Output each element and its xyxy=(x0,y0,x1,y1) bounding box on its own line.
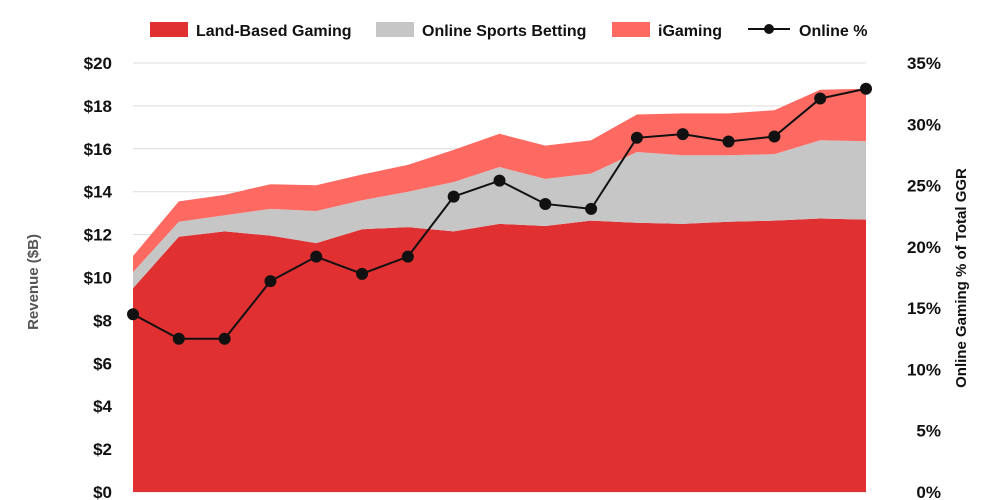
y-tick-label: $10 xyxy=(84,269,112,288)
y-tick-label: $8 xyxy=(93,311,112,330)
left-axis-ticks: $0 $2 $4 $6 $8 $10 $12 $14 $16 $18 $20 xyxy=(84,54,113,500)
y2-tick-label: 30% xyxy=(907,115,941,134)
y-tick-label: $4 xyxy=(93,397,112,416)
y-tick-label: $14 xyxy=(84,183,113,202)
y-tick-label: $20 xyxy=(84,54,112,73)
y-tick-label: $0 xyxy=(93,483,112,500)
y-tick-label: $2 xyxy=(93,440,112,459)
online-pct-point xyxy=(585,202,598,215)
legend-label-online-sports: Online Sports Betting xyxy=(422,23,586,40)
online-pct-point xyxy=(172,332,185,345)
online-pct-point xyxy=(127,308,139,321)
online-pct-point xyxy=(860,82,872,95)
y-axis-title: Revenue ($B) xyxy=(25,234,42,330)
online-pct-point xyxy=(310,250,323,263)
online-pct-point xyxy=(356,267,369,280)
online-pct-point xyxy=(264,275,277,288)
y2-tick-label: 5% xyxy=(916,422,941,441)
area-online-sports-betting xyxy=(133,140,866,289)
y2-tick-label: 0% xyxy=(916,483,941,500)
legend-marker-online-pct xyxy=(764,24,774,34)
legend-label-online-pct: Online % xyxy=(799,23,867,40)
legend-label-igaming: iGaming xyxy=(658,23,722,40)
online-pct-point xyxy=(401,250,414,263)
online-pct-line xyxy=(127,82,872,345)
online-pct-point xyxy=(768,130,781,143)
online-pct-point xyxy=(630,131,643,144)
y-tick-label: $6 xyxy=(93,354,112,373)
legend-swatch-igaming xyxy=(612,22,650,37)
online-pct-point xyxy=(676,128,689,141)
y2-tick-label: 20% xyxy=(907,238,941,257)
y2-tick-label: 10% xyxy=(907,360,941,379)
legend-swatch-land-based xyxy=(150,22,188,37)
online-pct-point xyxy=(539,197,552,210)
y2-tick-label: 15% xyxy=(907,299,941,318)
online-pct-point xyxy=(814,92,827,105)
legend-swatch-online-sports xyxy=(376,22,414,37)
online-pct-point xyxy=(218,332,231,345)
area-land-based-gaming xyxy=(133,218,866,492)
online-pct-point xyxy=(493,174,506,187)
right-axis-ticks: 0% 5% 10% 15% 20% 25% 30% 35% xyxy=(907,54,941,500)
legend-label-land-based: Land-Based Gaming xyxy=(196,23,352,40)
y-tick-label: $16 xyxy=(84,140,112,159)
y-tick-label: $12 xyxy=(84,226,112,245)
y2-tick-label: 35% xyxy=(907,54,941,73)
y-tick-label: $18 xyxy=(84,97,112,116)
legend: Land-Based Gaming Online Sports Betting … xyxy=(150,22,867,40)
y2-tick-label: 25% xyxy=(907,177,941,196)
online-pct-point xyxy=(447,190,460,203)
y2-axis-title: Online Gaming % of Total GGR xyxy=(953,168,970,388)
online-pct-point xyxy=(722,135,735,148)
